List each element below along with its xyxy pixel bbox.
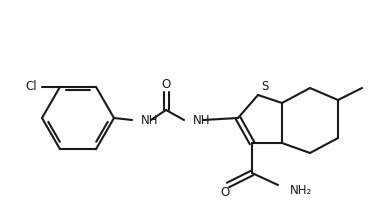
- Text: Cl: Cl: [25, 80, 37, 93]
- Text: O: O: [161, 78, 170, 90]
- Text: NH: NH: [193, 113, 211, 126]
- Text: O: O: [220, 186, 230, 200]
- Text: NH₂: NH₂: [290, 184, 312, 196]
- Text: NH: NH: [141, 113, 159, 126]
- Text: S: S: [261, 80, 269, 93]
